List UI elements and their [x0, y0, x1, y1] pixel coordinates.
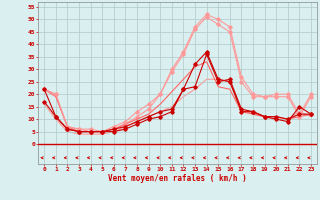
X-axis label: Vent moyen/en rafales ( km/h ): Vent moyen/en rafales ( km/h )	[108, 174, 247, 183]
